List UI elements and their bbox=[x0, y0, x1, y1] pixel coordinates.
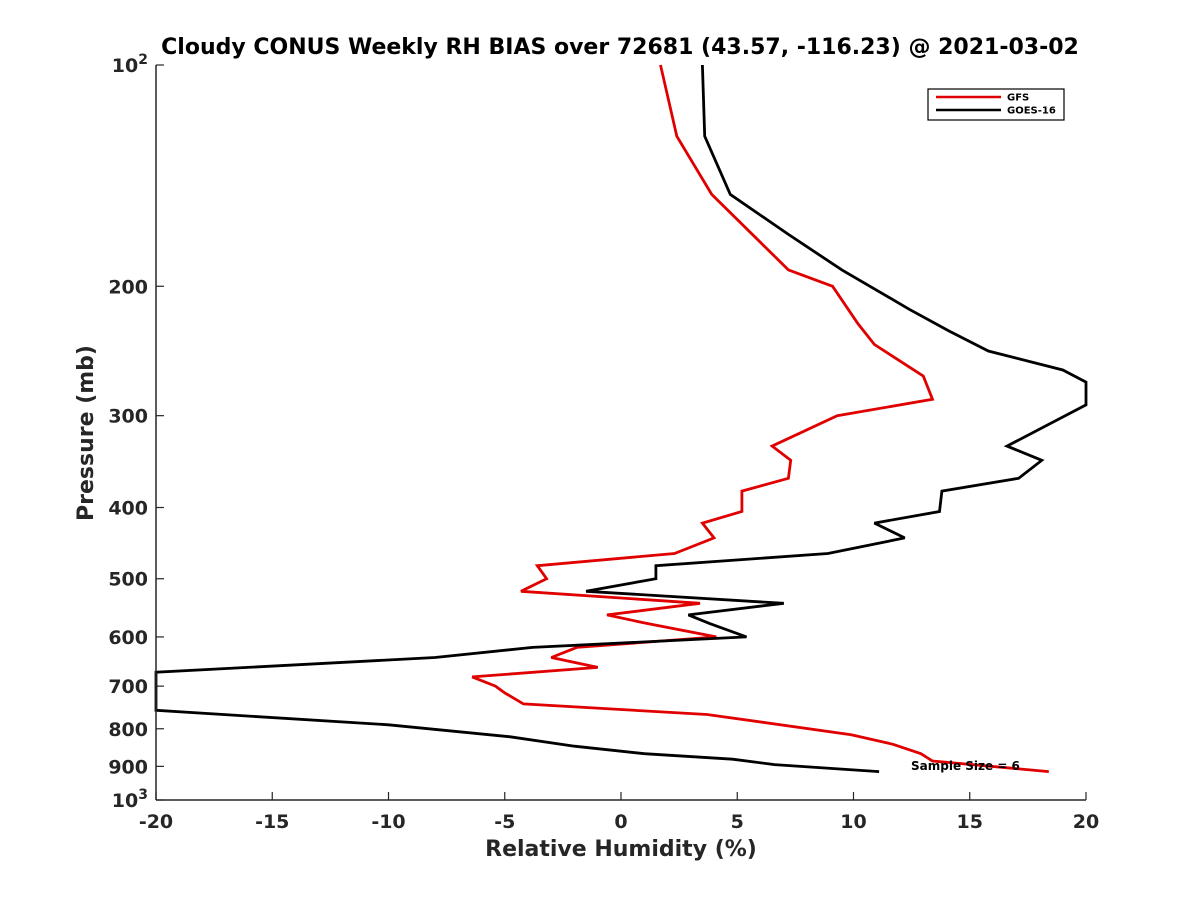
x-tick-label: -15 bbox=[255, 811, 289, 833]
legend: GFS GOES-16 bbox=[927, 88, 1065, 121]
y-tick-label: 103 bbox=[112, 787, 148, 812]
chart-title: Cloudy CONUS Weekly RH BIAS over 72681 (… bbox=[161, 35, 1079, 60]
legend-box bbox=[927, 88, 1065, 121]
x-tick-label: 10 bbox=[840, 811, 866, 833]
x-tick-label: -20 bbox=[139, 811, 173, 833]
x-axis-ticks: -20 -15 -10 -5 0 5 10 15 20 bbox=[139, 792, 1099, 833]
x-tick-label: -5 bbox=[494, 811, 515, 833]
x-axis-label: Relative Humidity (%) bbox=[485, 837, 757, 862]
y-tick-label: 500 bbox=[108, 569, 148, 591]
x-tick-label: 20 bbox=[1073, 811, 1099, 833]
x-tick-label: 5 bbox=[731, 811, 744, 833]
y-tick-exponent: 2 bbox=[138, 52, 148, 68]
y-tick-label: 400 bbox=[108, 498, 148, 520]
y-tick-label: 700 bbox=[108, 676, 148, 698]
y-tick-label: 300 bbox=[108, 406, 148, 428]
y-tick-label: 600 bbox=[108, 627, 148, 649]
legend-label-gfs: GFS bbox=[1007, 93, 1029, 104]
series-line-goes16 bbox=[154, 64, 1088, 773]
y-tick-exponent: 3 bbox=[138, 787, 148, 803]
x-tick-label: 0 bbox=[614, 811, 627, 833]
y-tick-base: 10 bbox=[112, 55, 138, 77]
x-tick-label: 15 bbox=[957, 811, 983, 833]
y-tick-label: 200 bbox=[108, 276, 148, 298]
legend-label-goes16: GOES-16 bbox=[1007, 106, 1056, 117]
y-tick-base: 10 bbox=[112, 790, 138, 812]
y-tick-label: 102 bbox=[112, 52, 148, 77]
series-line-gfs bbox=[471, 64, 1049, 773]
y-tick-label: 800 bbox=[108, 719, 148, 741]
sample-size-annotation: Sample Size = 6 bbox=[911, 759, 1020, 773]
y-axis-label: Pressure (mb) bbox=[74, 345, 99, 521]
x-tick-label: -10 bbox=[371, 811, 405, 833]
series-lines bbox=[154, 64, 1088, 773]
y-tick-label: 900 bbox=[108, 756, 148, 778]
